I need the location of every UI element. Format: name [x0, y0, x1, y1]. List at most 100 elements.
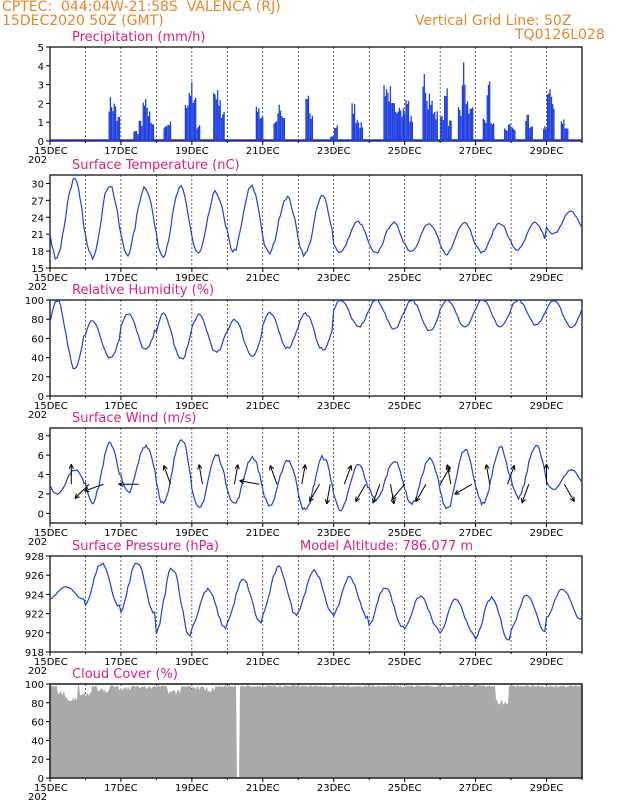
precip-bar	[468, 113, 470, 141]
precip-bar	[137, 133, 139, 141]
precip-title: Precipitation (mm/h)	[72, 30, 205, 45]
precip-bar	[217, 90, 219, 141]
precip-frame	[49, 46, 583, 142]
precip-bar	[564, 128, 566, 141]
precip-bar	[150, 122, 152, 141]
precip-bar	[278, 104, 280, 141]
precip-bar	[385, 89, 388, 141]
y-tick-label: 60	[31, 718, 44, 729]
y-tick-label: 20	[31, 755, 44, 766]
wind-arrow-head	[391, 494, 397, 501]
precip-bar	[273, 123, 275, 141]
wind-arrow	[301, 464, 306, 485]
precip-bar	[525, 121, 527, 141]
x-tick-label: 29DEC	[530, 528, 564, 539]
precip-bar	[331, 136, 333, 141]
x-tick-label: 27DEC	[459, 146, 493, 157]
precip-bar	[133, 131, 135, 141]
x-tick-label: 23DEC	[317, 783, 351, 794]
precip-bar	[116, 120, 118, 141]
precip-bar	[220, 117, 223, 141]
wind-arrow	[372, 484, 381, 504]
wind-arrow-head	[118, 481, 124, 487]
precip-bar	[435, 119, 437, 141]
precip-bar	[195, 97, 197, 141]
x-tick-label: 21DEC	[246, 401, 280, 412]
precip-bar	[446, 88, 448, 141]
precip-bar	[108, 111, 110, 141]
precip-bar	[330, 136, 332, 141]
precip-bar	[148, 111, 151, 141]
x-tick-label: 27DEC	[459, 273, 493, 284]
y-tick-label: 922	[25, 610, 44, 621]
precip-bar	[213, 92, 215, 141]
wind-arrow-head	[569, 496, 575, 502]
x-tick-label: 23DEC	[317, 657, 351, 668]
x-tick-label: 29DEC	[530, 401, 564, 412]
year-label: 202	[28, 537, 47, 548]
y-tick-label: 8	[38, 432, 44, 443]
y-tick-label: 926	[25, 571, 44, 582]
wind-arrow	[389, 484, 395, 505]
precip-bar	[283, 118, 286, 141]
precip-bar	[514, 130, 516, 141]
precip-bar	[356, 120, 358, 141]
precip-bar	[560, 121, 563, 141]
precip-bar	[406, 103, 408, 141]
year-label: 202	[28, 155, 47, 166]
x-tick-label: 19DEC	[175, 657, 209, 668]
precip-bar	[277, 113, 279, 141]
precip-bar	[184, 104, 187, 141]
precip-bar	[561, 123, 564, 141]
x-tick-label: 25DEC	[388, 783, 422, 794]
precip-bar	[507, 124, 510, 141]
y-tick-label: 0	[38, 137, 44, 148]
wind-frame	[49, 427, 583, 524]
precip-bar	[279, 110, 282, 141]
precip-bar	[353, 104, 356, 141]
precip-bar	[470, 108, 473, 141]
precip-bar	[214, 94, 216, 141]
wind-arrow	[355, 483, 367, 502]
x-tick-label: 27DEC	[459, 401, 493, 412]
wind-arrow-head	[197, 464, 203, 470]
precip-bar	[389, 86, 392, 141]
precip-bar	[383, 85, 385, 141]
y-tick-label: 6	[38, 451, 44, 462]
precip-bar	[526, 114, 528, 141]
year-label: 202	[28, 792, 47, 800]
wind-arrow	[485, 464, 491, 485]
precip-bar	[351, 103, 353, 141]
precip-bar	[513, 128, 515, 141]
precip-bar	[134, 130, 136, 141]
precip-bar	[310, 118, 312, 141]
x-tick-label: 19DEC	[175, 273, 209, 284]
wind-arrow	[309, 483, 320, 502]
precip-bar	[550, 96, 553, 141]
precip-bar	[423, 74, 425, 141]
x-tick-label: 25DEC	[388, 146, 422, 157]
precip-bar	[113, 103, 115, 141]
wind-arrow	[343, 465, 352, 485]
precip-bar	[397, 111, 399, 141]
precip-bar	[188, 92, 190, 141]
precip-bar	[275, 121, 278, 141]
y-tick-label: 3	[38, 81, 44, 92]
x-tick-label: 27DEC	[459, 783, 493, 794]
x-tick-label: 19DEC	[175, 401, 209, 412]
y-tick-label: 100	[25, 296, 44, 307]
precip-bar	[432, 113, 434, 141]
precip-bar	[352, 113, 355, 141]
rh-series-line	[49, 299, 583, 370]
precip-bar	[165, 126, 168, 141]
x-tick-label: 15DEC	[34, 146, 68, 157]
precip-bar	[112, 111, 114, 141]
precip-bar	[527, 114, 530, 141]
y-tick-label: 40	[31, 736, 44, 747]
precip-bar	[336, 125, 338, 141]
precip-bar	[485, 123, 487, 141]
header-grid-note: Vertical Grid Line: 50Z	[415, 13, 572, 29]
precip-bar	[192, 102, 194, 141]
precip-bar	[187, 105, 189, 141]
